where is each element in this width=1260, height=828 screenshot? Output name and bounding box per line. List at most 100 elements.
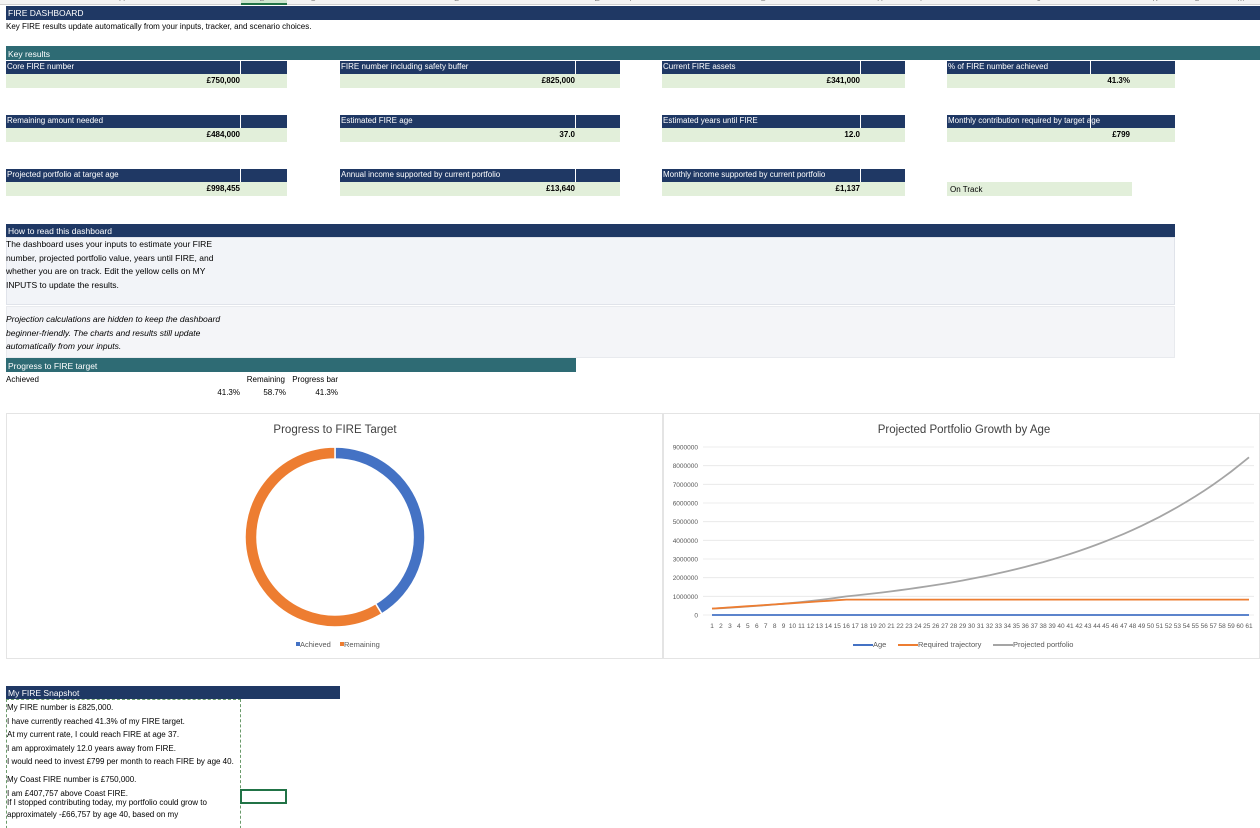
card-value-cell [340,74,620,88]
progress-header: Progress bar [292,375,338,384]
snapshot-line: I am approximately 12.0 years away from … [7,743,176,753]
card-value: 41.3% [1107,76,1130,85]
x-tick-label: 9 [782,623,786,630]
howto-note-cell [6,306,1175,358]
x-tick-label: 16 [843,623,851,630]
card-divider [575,169,576,182]
card-label: Estimated years until FIRE [663,116,758,125]
card-value-cell [662,74,905,88]
card-header [6,169,287,182]
x-tick-label: 10 [789,623,797,630]
x-tick-label: 54 [1183,623,1191,630]
card-value: £825,000 [541,76,575,85]
x-tick-label: 59 [1227,623,1235,630]
progress-header: Achieved [6,375,39,384]
x-tick-label: 34 [1004,623,1012,630]
card-label: Remaining amount needed [7,116,104,125]
legend-label: Remaining [344,640,380,649]
y-tick-label: 6000000 [673,501,699,508]
card-value: 37.0 [559,130,575,139]
x-tick-label: 47 [1120,623,1128,630]
selected-column [241,0,287,5]
x-tick-label: 15 [834,623,842,630]
card-divider [860,61,861,74]
column-letter: E [587,0,607,3]
column-letter: B [252,0,272,3]
x-tick-label: 12 [807,623,815,630]
subtitle: Key FIRE results update automatically fr… [6,22,312,31]
card-value: £1,137 [835,184,860,193]
x-tick-label: 58 [1219,623,1227,630]
card-divider [860,115,861,128]
x-tick-label: 13 [816,623,824,630]
selected-cell[interactable] [240,789,287,804]
card-header [6,115,287,128]
card-divider [240,115,241,128]
y-tick-label: 9000000 [673,445,699,452]
x-tick-label: 46 [1111,623,1119,630]
column-letter: D [447,0,467,3]
x-tick-label: 42 [1075,623,1083,630]
card-divider [1090,115,1091,128]
chart-frame [6,413,663,659]
card-value-cell [947,74,1175,88]
card-label: % of FIRE number achieved [948,62,1049,71]
x-tick-label: 14 [825,623,833,630]
x-tick-label: 7 [764,623,768,630]
x-tick-label: 52 [1165,623,1173,630]
x-tick-label: 38 [1040,623,1048,630]
card-header [6,61,287,74]
x-tick-label: 27 [941,623,949,630]
howto-note: Projection calculations are hidden to ke… [6,314,221,351]
column-letter: A [112,0,132,3]
x-tick-label: 61 [1245,623,1253,630]
card-label: Estimated FIRE age [341,116,413,125]
y-tick-label: 2000000 [673,575,699,582]
x-tick-label: 6 [755,623,759,630]
howto-bar [6,224,1175,237]
card-label: Monthly income supported by current port… [663,170,826,179]
x-tick-label: 55 [1192,623,1200,630]
snapshot-line: I am £407,757 above Coast FIRE. [7,788,128,798]
card-header [947,61,1175,74]
x-tick-label: 29 [959,623,967,630]
y-tick-label: 8000000 [673,463,699,470]
status-cell [947,182,1132,196]
progress-bar-header [6,358,576,372]
x-tick-label: 3 [728,623,732,630]
x-tick-label: 26 [932,623,940,630]
x-tick-label: 25 [923,623,931,630]
x-tick-label: 60 [1236,623,1244,630]
x-tick-label: 48 [1129,623,1137,630]
section-bar [6,46,1260,60]
howto-body: The dashboard uses your inputs to estima… [6,239,214,290]
x-tick-label: 20 [878,623,886,630]
snapshot-line: I would need to invest £799 per month to… [7,757,234,766]
card-header [662,115,905,128]
column-letter: M [1231,0,1251,3]
x-tick-label: 37 [1031,623,1039,630]
progress-header: Remaining [246,375,285,384]
progress-value: 58.7% [263,388,286,397]
x-tick-label: 56 [1201,623,1209,630]
x-tick-label: 41 [1066,623,1074,630]
column-letter: L [1187,0,1207,3]
snapshot-line: My FIRE number is £825,000. [7,703,114,712]
card-value-cell [662,128,905,142]
howto-body-cell [6,237,1175,305]
x-tick-label: 17 [852,623,860,630]
card-value-cell [6,128,287,142]
column-letter: G [753,0,773,3]
snapshot-box: My FIRE number is £825,000. I have curren… [6,699,241,828]
x-tick-label: 50 [1147,623,1155,630]
progress-value: 41.3% [217,388,240,397]
x-tick-label: 36 [1022,623,1030,630]
column-letter: C [303,0,323,3]
card-value-cell [662,182,905,196]
legend-swatch [296,642,300,646]
y-tick-label: 5000000 [673,519,699,526]
x-tick-label: 11 [798,623,805,630]
x-tick-label: 45 [1102,623,1110,630]
card-value: £341,000 [826,76,860,85]
title-bar [6,6,1260,20]
